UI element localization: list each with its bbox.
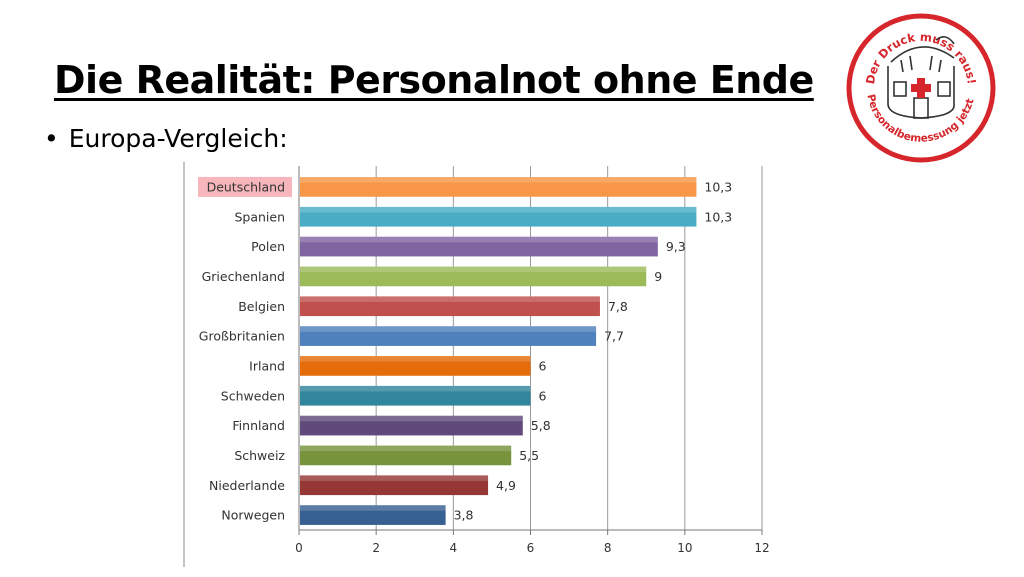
campaign-logo: Der Druck muss raus! Personalbemessung j… — [844, 0, 996, 176]
x-tick-label: 10 — [677, 541, 692, 555]
value-label: 3,8 — [454, 508, 474, 523]
bar-sheen — [300, 206, 697, 213]
value-label: 7,7 — [604, 329, 624, 344]
bar-sheen — [300, 505, 446, 511]
bar — [300, 326, 597, 346]
bar-sheen — [300, 177, 697, 183]
category-label: Polen — [251, 239, 285, 254]
bullet-text: Europa-Vergleich: — [68, 124, 288, 153]
bar-sheen — [300, 385, 531, 392]
bar-sheen — [300, 415, 523, 422]
bar — [300, 385, 531, 406]
value-label: 10,3 — [704, 209, 732, 224]
value-label: 4,9 — [496, 478, 516, 493]
bar-sheen — [300, 475, 489, 481]
bar — [300, 266, 647, 287]
bar — [300, 475, 489, 496]
bar — [300, 415, 523, 436]
bar — [300, 177, 697, 197]
value-label: 6 — [539, 358, 547, 373]
category-highlight — [198, 176, 292, 197]
bar — [300, 356, 531, 376]
category-label: Norwegen — [221, 508, 285, 523]
bar-sheen — [300, 236, 658, 243]
bar-sheen — [300, 356, 531, 362]
value-label: 5,5 — [519, 448, 539, 463]
bar — [300, 296, 600, 317]
category-label: Schweden — [221, 388, 285, 403]
x-tick-label: 12 — [754, 541, 769, 555]
value-label: 7,8 — [608, 299, 628, 314]
x-tick-label: 4 — [450, 541, 458, 555]
category-label: Deutschland — [207, 179, 285, 194]
value-label: 10,3 — [704, 179, 732, 194]
value-label: 5,8 — [531, 418, 551, 433]
x-tick-label: 0 — [295, 541, 303, 555]
bar — [300, 505, 446, 525]
x-tick-label: 8 — [604, 541, 612, 555]
bar-chart: 0 2 4 6 8 10 12 Deutschland 10,3 Spanien 10,3 Polen… — [180, 162, 780, 572]
category-label: Irland — [249, 358, 285, 373]
bar-sheen — [300, 326, 597, 332]
category-label: Belgien — [238, 299, 285, 314]
category-label: Niederlande — [209, 478, 285, 493]
bar — [300, 236, 658, 257]
value-label: 6 — [539, 388, 547, 403]
x-tick-label: 2 — [372, 541, 380, 555]
bar — [300, 206, 697, 227]
hospital-pot-icon: Der Druck muss raus! Personalbemessung j… — [844, 0, 996, 163]
value-label: 9 — [654, 269, 662, 284]
slide-title: Die Realität: Personalnot ohne Ende — [54, 58, 814, 102]
x-tick-label: 6 — [527, 541, 535, 555]
category-label: Griechenland — [202, 269, 285, 284]
bar-sheen — [300, 296, 600, 302]
bullet-item: • Europa-Vergleich: — [44, 124, 288, 153]
category-label: Finnland — [232, 418, 285, 433]
category-label: Schweiz — [234, 448, 285, 463]
bar-sheen — [300, 445, 512, 452]
category-label: Spanien — [234, 209, 285, 224]
chart-svg: 0 2 4 6 8 10 12 Deutschland 10,3 Spanien 10,3 Polen… — [183, 162, 770, 567]
category-label: Großbritanien — [199, 329, 285, 344]
value-label: 9,3 — [666, 239, 686, 254]
bullet-dot: • — [44, 124, 59, 153]
bar-sheen — [300, 266, 647, 273]
red-cross-icon — [911, 78, 931, 98]
bar — [300, 445, 512, 466]
